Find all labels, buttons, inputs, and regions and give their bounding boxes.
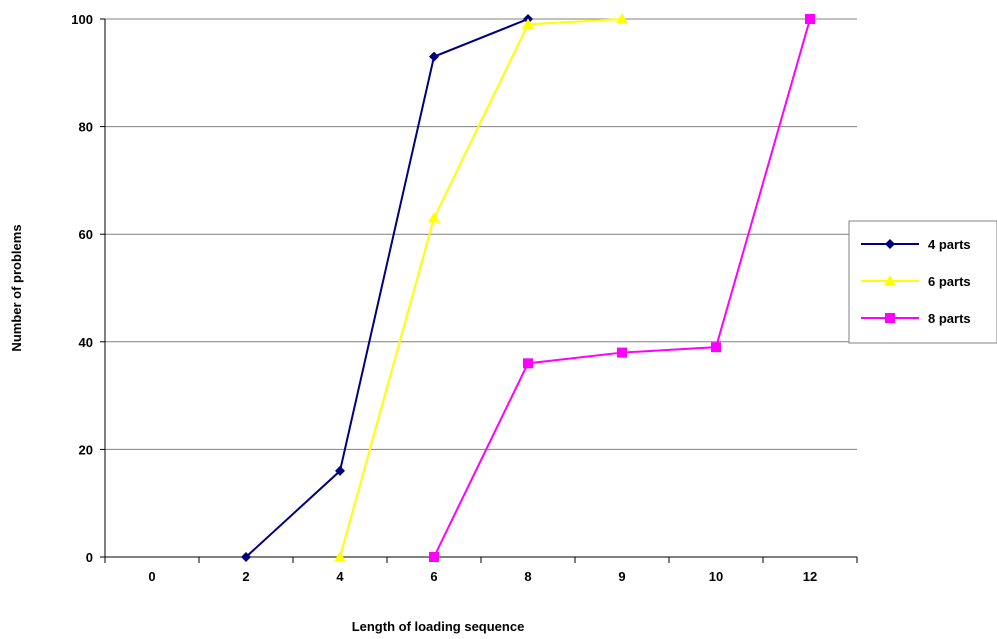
y-tick-labels: 0 20 40 60 80 100 [71,12,93,565]
grid-lines [105,18,857,450]
y-tick-label-0: 0 [86,550,93,565]
x-tick-labels: 0 2 4 6 8 9 10 12 [148,569,817,584]
data-point-3-9 [617,347,627,358]
legend: 4 parts 6 parts 8 parts [848,220,997,344]
data-point-2-8 [522,18,534,29]
data-point-2-6 [428,212,440,223]
series-line-1 [245,18,529,558]
series-3 [429,14,815,562]
data-point-2-4 [334,551,346,562]
data-point-2-9 [616,13,628,24]
x-tick-label-12: 12 [803,569,817,584]
series-group [241,13,815,562]
x-tick-label-6: 6 [430,569,437,584]
x-tick-label-2: 2 [242,569,249,584]
x-tick-label-0: 0 [148,569,155,584]
data-point-1-4 [335,465,345,476]
data-point-3-8 [523,358,533,369]
y-tick-label-40: 40 [79,335,93,350]
data-point-1-2 [241,552,251,562]
data-point-3-6 [429,552,439,562]
x-tick-label-8: 8 [524,569,531,584]
legend-marker-2 [884,275,896,286]
legend-label-1: 4 parts [928,237,971,252]
y-tick-label-20: 20 [79,442,93,457]
legend-label-3: 8 parts [928,311,971,326]
x-tick-label-4: 4 [336,569,344,584]
y-axis-label: Number of problems [9,224,24,351]
data-point-1-6 [429,51,439,62]
data-point-3-10 [711,342,721,353]
legend-marker-1 [885,239,895,249]
series-1 [241,14,533,562]
legend-label-2: 6 parts [928,274,971,289]
axes [100,18,858,563]
y-tick-label-60: 60 [79,227,93,242]
series-line-2 [339,18,623,558]
x-tick-label-10: 10 [709,569,723,584]
y-tick-label-80: 80 [79,120,93,135]
y-tick-label-100: 100 [71,12,93,27]
x-axis-label: Length of loading sequence [352,619,525,634]
series-2 [334,13,628,562]
x-tick-label-9: 9 [618,569,625,584]
legend-marker-3 [885,313,895,323]
data-point-3-12 [805,14,815,24]
